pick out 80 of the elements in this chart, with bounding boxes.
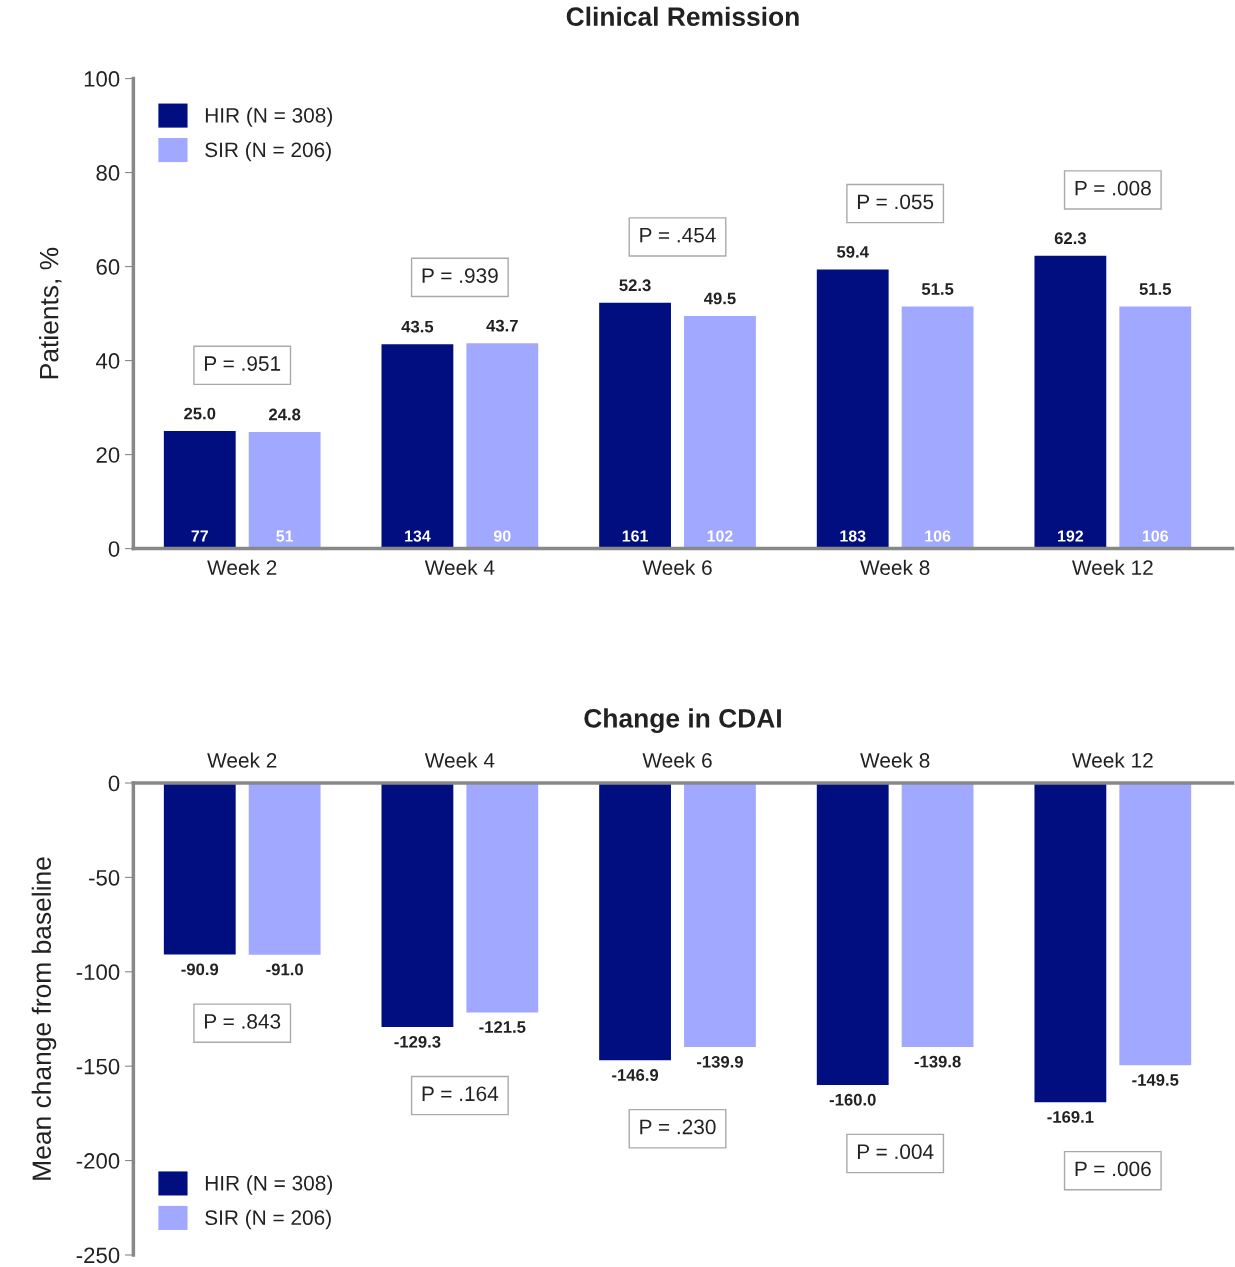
bar [466, 343, 539, 549]
data-label: 51.5 [921, 283, 954, 295]
y-tick-label: 20 [96, 447, 120, 463]
data-label: 25.0 [184, 407, 216, 420]
bar [248, 432, 321, 549]
x-tick-label: Week 8 [860, 559, 930, 576]
legend-label: SIR (N = 206) [205, 141, 331, 162]
annotation: P = .008 [1075, 180, 1151, 196]
y-tick-label: 60 [96, 259, 120, 275]
y-tick-label: 40 [95, 353, 120, 369]
annotation: 77 [191, 530, 208, 542]
bar [901, 306, 974, 549]
annotation: P = .951 [205, 356, 281, 371]
annotation: P = .843 [205, 1014, 281, 1029]
x-tick-label: Week 2 [207, 752, 277, 768]
bar [684, 315, 756, 549]
y-tick-label: -100 [76, 964, 120, 981]
x-tick-label: Week 4 [424, 559, 495, 576]
y-tick-label: 100 [84, 71, 120, 87]
annotation: P = .939 [422, 268, 498, 283]
data-label: -129.3 [394, 1035, 441, 1048]
annotation: 183 [840, 530, 866, 542]
data-label: -121.5 [479, 1021, 526, 1033]
annotation: P = .055 [857, 194, 934, 210]
annotation: P = .230 [640, 1119, 716, 1135]
data-label: -139.8 [914, 1055, 961, 1068]
annotation: 161 [622, 530, 648, 542]
data-label: -90.9 [181, 963, 219, 976]
data-label: 51.5 [1139, 283, 1172, 295]
y-tick-label: -200 [76, 1153, 120, 1169]
legend-label: HIR (N = 308) [205, 107, 333, 127]
x-tick-label: Week 4 [424, 752, 495, 768]
annotation: P = .006 [1075, 1161, 1151, 1177]
data-label: -139.9 [696, 1055, 743, 1068]
data-label: -91.0 [266, 963, 303, 976]
annotation: P = .454 [640, 228, 716, 243]
legend-label: HIR (N = 308) [205, 1175, 333, 1195]
chart-title: Clinical Remission [566, 6, 799, 27]
y-tick-label: 0 [108, 541, 120, 557]
y-tick-label: -150 [76, 1058, 120, 1075]
y-tick-label: 80 [96, 165, 120, 181]
y-tick-label: -50 [89, 869, 120, 886]
data-label: -160.0 [829, 1093, 876, 1106]
annotation: P = .164 [422, 1086, 499, 1102]
annotation: 106 [1142, 530, 1169, 542]
annotation: 106 [925, 530, 951, 542]
annotation: 192 [1058, 530, 1084, 542]
x-tick-label: Week 8 [860, 752, 930, 768]
annotation: 134 [405, 530, 431, 542]
data-label: -149.5 [1132, 1074, 1179, 1086]
bar [1119, 306, 1192, 549]
annotation: 51 [276, 530, 294, 542]
annotation: 90 [493, 530, 511, 542]
x-tick-label: Week 12 [1071, 559, 1153, 576]
data-label: 59.4 [837, 245, 869, 258]
x-tick-label: Week 2 [207, 559, 277, 576]
bar [381, 344, 454, 549]
data-label: 43.5 [401, 320, 434, 333]
x-tick-label: Week 6 [642, 559, 712, 576]
data-label: 49.5 [703, 292, 736, 305]
bar [1034, 255, 1107, 549]
data-label: 52.3 [619, 279, 651, 292]
chart-title: Change in CDAI [584, 708, 781, 734]
bar [816, 269, 889, 549]
y-tick-label: -250 [76, 1247, 120, 1264]
x-tick-label: Week 6 [642, 752, 712, 768]
x-tick-label: Week 12 [1071, 752, 1153, 768]
data-label: 24.8 [269, 408, 301, 421]
legend-label: SIR (N = 206) [205, 1209, 331, 1230]
y-tick-label: 0 [108, 775, 120, 792]
annotation: P = .004 [857, 1144, 934, 1160]
data-label: 62.3 [1054, 232, 1086, 245]
bar [163, 431, 236, 549]
data-label: 43.7 [486, 319, 518, 332]
y-axis-title: Patients, % [39, 247, 62, 379]
data-label: -169.1 [1047, 1111, 1094, 1123]
bar [599, 302, 671, 549]
annotation: 102 [707, 530, 733, 542]
y-axis-title: Mean change from baseline [31, 857, 57, 1180]
data-label: -146.9 [612, 1069, 659, 1081]
